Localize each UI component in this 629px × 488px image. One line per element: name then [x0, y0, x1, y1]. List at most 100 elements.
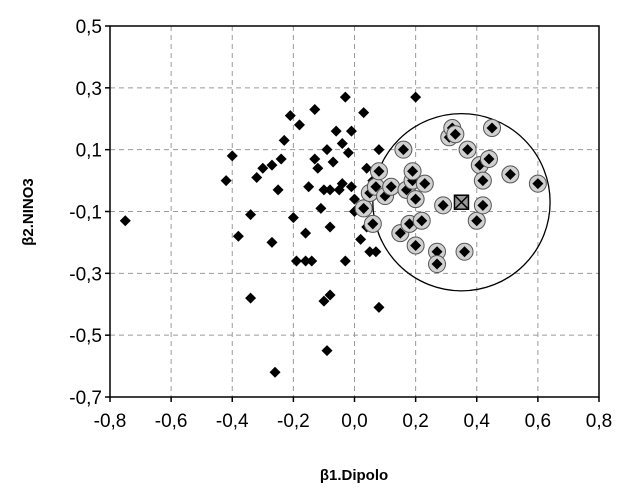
diamond-point [349, 193, 360, 205]
x-axis-label: β1.Dipolo [320, 467, 388, 484]
diamond-point [275, 153, 287, 165]
data-points [119, 91, 547, 378]
point-diamond [419, 178, 431, 190]
point-diamond [431, 258, 443, 270]
diamond-point [272, 184, 284, 196]
circled-diamond-point [455, 242, 474, 261]
circled-diamond-point [415, 174, 434, 193]
diamond-point [321, 345, 333, 357]
diamond-point [355, 233, 367, 245]
circled-diamond-point [446, 125, 465, 144]
diamond-point [345, 181, 357, 193]
diamond-point [309, 153, 321, 165]
diamond-point [324, 221, 336, 233]
diamond-point [306, 255, 318, 267]
circled-diamond-point [528, 174, 547, 193]
point-diamond [394, 227, 406, 239]
point-diamond [483, 153, 495, 165]
diamond-point [226, 150, 238, 162]
circled-diamond-point [406, 190, 425, 209]
x-tick-label: 0,8 [586, 411, 612, 432]
y-axis-label: β2.NINO3 [20, 178, 37, 246]
diamond-point [220, 175, 232, 187]
x-tick-label: 0,2 [402, 411, 428, 432]
diamond-point [373, 144, 385, 156]
cluster-circle-group [372, 112, 551, 292]
diamond-point [370, 246, 382, 258]
diamond-point [257, 162, 269, 174]
diamond-point [245, 292, 257, 304]
point-diamond [532, 178, 544, 190]
circled-diamond-point [363, 214, 382, 233]
y-tick-label: -0,1 [69, 203, 102, 224]
diamond-point [345, 125, 357, 137]
diamond-point [324, 184, 336, 196]
x-tick-label: -0,2 [277, 411, 310, 432]
diamond-point [315, 202, 327, 214]
center-square-marker [453, 194, 470, 210]
point-diamond [367, 218, 379, 230]
diamond-point [318, 184, 330, 196]
point-diamond [477, 175, 489, 187]
point-diamond [449, 128, 461, 140]
diamond-point [300, 227, 312, 239]
diamond-point [232, 230, 244, 242]
point-diamond [459, 246, 471, 258]
circled-diamond-point [394, 140, 413, 159]
y-tick-label: -0,3 [69, 264, 102, 285]
circled-diamond-point [467, 211, 486, 230]
diamond-point [119, 215, 131, 227]
point-diamond [385, 181, 397, 193]
diamond-point [293, 119, 305, 131]
diamond-point [251, 171, 263, 183]
diamond-point [309, 103, 321, 115]
diamond-point [361, 162, 373, 174]
point-diamond [431, 246, 443, 258]
point-diamond [410, 193, 422, 205]
point-diamond [373, 165, 385, 177]
diamond-point [410, 91, 422, 103]
point-diamond [471, 215, 483, 227]
diamond-point [373, 301, 385, 313]
point-diamond [416, 215, 428, 227]
point-diamond [370, 181, 382, 193]
diamond-point [339, 255, 351, 267]
y-tick-label: 0,1 [76, 141, 102, 162]
circled-diamond-point [473, 171, 492, 190]
diamond-point [336, 178, 348, 190]
x-tick-label: 0,0 [341, 411, 367, 432]
x-axis-ticks: -0,8 -0,6 -0,4 -0,2 0,0 0,2 0,4 0,6 0,8 [94, 397, 612, 432]
diamond-point [278, 134, 290, 146]
center-square-cross [454, 195, 468, 209]
point-diamond [404, 218, 416, 230]
point-diamond [397, 144, 409, 156]
diamond-point [358, 107, 370, 119]
circled-diamond-point [483, 119, 502, 138]
diamond-point [284, 110, 296, 122]
point-diamond [477, 199, 489, 211]
cluster-circle [372, 112, 551, 292]
circled-diamond-point [382, 177, 401, 196]
diamond-point [318, 295, 330, 307]
circled-diamond-point [406, 236, 425, 255]
gridlines [110, 26, 599, 397]
diamond-point [287, 212, 299, 224]
circled-diamond-point [501, 165, 520, 184]
diamond-point [266, 159, 278, 171]
y-axis-ticks: 0,5 0,3 0,1 -0,1 -0,3 -0,5 -0,7 [69, 17, 110, 409]
x-tick-label: -0,4 [216, 411, 249, 432]
circled-diamond-point [479, 149, 498, 168]
circled-diamond-point [403, 162, 422, 181]
diamond-point [336, 137, 348, 149]
diamond-point [324, 289, 336, 301]
point-diamond [462, 144, 474, 156]
diamond-point [321, 144, 333, 156]
diamond-point [303, 181, 315, 193]
circled-diamond-point [458, 140, 477, 159]
diamond-point [327, 156, 339, 168]
point-diamond [407, 165, 419, 177]
y-tick-label: 0,3 [76, 79, 102, 100]
x-tick-label: -0,6 [155, 411, 188, 432]
y-tick-label: -0,7 [69, 388, 102, 409]
